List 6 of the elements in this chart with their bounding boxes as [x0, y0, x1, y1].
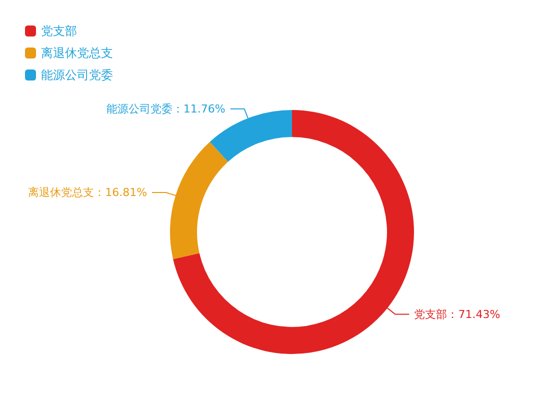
legend-label: 离退休党总支 — [41, 46, 113, 60]
data-label: 离退休党总支：16.81% — [28, 186, 148, 200]
legend-label: 党支部 — [41, 24, 77, 38]
data-label: 能源公司党委：11.76% — [106, 102, 226, 116]
legend-label: 能源公司党委 — [41, 68, 113, 82]
data-label: 党支部：71.43% — [414, 308, 500, 321]
